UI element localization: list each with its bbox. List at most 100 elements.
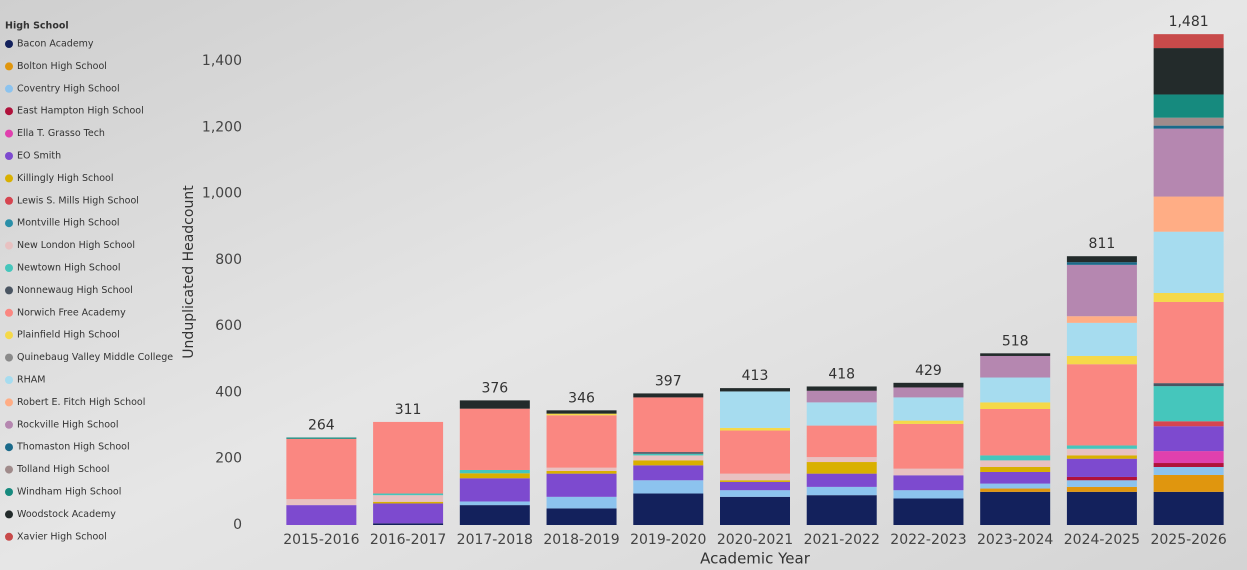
bar-segment	[720, 481, 790, 491]
legend-label: Quinebaug Valley Middle College	[17, 352, 173, 363]
bar-segment	[980, 455, 1051, 461]
bar-segment	[720, 430, 790, 474]
bar-segment	[806, 486, 877, 496]
bar-segment	[459, 400, 530, 409]
legend-swatch	[5, 488, 13, 496]
bar-segment	[633, 465, 704, 481]
bar-segment	[720, 496, 790, 525]
bar-segment	[633, 397, 704, 453]
bar-segment	[1153, 451, 1224, 464]
legend-swatch	[5, 532, 13, 541]
bar-segment	[1066, 486, 1137, 492]
legend-label: Killingly High School	[17, 173, 114, 184]
x-tick-label: 2015-2016	[283, 532, 359, 548]
bar-segment	[1153, 34, 1224, 49]
bar-segment	[1153, 426, 1224, 452]
bar-segment	[720, 490, 790, 497]
legend-label: EO Smith	[17, 151, 61, 162]
bar-segment	[1153, 231, 1224, 293]
legend-swatch	[5, 152, 13, 160]
bar-segment	[373, 503, 444, 524]
bar-segment	[893, 490, 964, 499]
bar-segment	[1066, 256, 1137, 263]
x-tick-label: 2024-2025	[1064, 532, 1140, 548]
bar-segment	[459, 469, 530, 474]
legend-label: Robert E. Fitch High School	[17, 397, 145, 408]
total-label: 418	[828, 366, 855, 382]
bar-segment	[806, 462, 877, 474]
y-tick-label: 800	[215, 252, 242, 268]
bar-segment	[1153, 128, 1224, 197]
total-label: 397	[655, 373, 682, 389]
bar-segment	[1066, 455, 1137, 459]
bar-segment	[806, 390, 877, 403]
bar-segment	[893, 382, 964, 388]
bar-segment	[633, 493, 704, 525]
legend-label: Bolton High School	[17, 61, 107, 72]
legend-label: Bacon Academy	[17, 39, 94, 50]
legend-swatch	[5, 107, 13, 116]
bar-segment	[980, 488, 1051, 492]
legend-label: New London High School	[17, 240, 135, 251]
legend-swatch	[5, 353, 13, 362]
bar-segment	[893, 475, 964, 491]
legend-swatch	[5, 196, 13, 205]
bar-segment	[1066, 364, 1137, 446]
legend-swatch	[5, 241, 13, 250]
legend-label: Thomaston High School	[16, 442, 130, 453]
bar-segment	[546, 470, 617, 474]
legend-swatch	[5, 331, 13, 340]
bar-segment	[893, 397, 964, 421]
bar-segment	[1153, 491, 1224, 525]
x-tick-label: 2025-2026	[1150, 532, 1226, 548]
bar-segment	[633, 480, 704, 494]
bar-segment	[1153, 196, 1224, 232]
legend-swatch	[5, 62, 13, 71]
bar-segment	[546, 410, 617, 414]
bar-segment	[546, 496, 617, 509]
y-tick-label: 1,400	[202, 53, 242, 69]
bar-segment	[980, 483, 1051, 489]
bar-segment	[720, 480, 790, 482]
bar-segment	[1153, 117, 1224, 126]
bar-segment	[459, 473, 530, 479]
legend-swatch	[5, 40, 13, 48]
bar-segment	[893, 468, 964, 476]
bar-segment	[893, 420, 964, 424]
bar-segment	[806, 457, 877, 463]
y-tick-label: 200	[215, 451, 242, 467]
bar-segment	[373, 495, 444, 502]
x-tick-label: 2022-2023	[890, 532, 966, 548]
total-label: 1,481	[1169, 14, 1209, 30]
legend-label: RHAM	[17, 375, 45, 386]
bar-segment	[1153, 301, 1224, 384]
legend-swatch	[5, 465, 13, 474]
bar-segment	[980, 491, 1051, 525]
bar-segment	[806, 386, 877, 391]
total-label: 413	[742, 368, 769, 384]
bar-segment	[1066, 322, 1137, 356]
bar-segment	[373, 523, 444, 525]
legend-label: Xavier High School	[17, 531, 107, 542]
bar-segment	[720, 391, 790, 428]
legend-title: High School	[5, 21, 69, 32]
total-label: 518	[1002, 333, 1029, 349]
legend-swatch	[5, 219, 13, 228]
bar-segment	[1066, 491, 1137, 525]
legend-swatch	[5, 174, 13, 183]
x-tick-label: 2018-2019	[543, 532, 619, 548]
bar-segment	[1153, 463, 1224, 467]
legend-swatch	[5, 376, 13, 384]
y-tick-label: 1,200	[202, 119, 242, 135]
bar-segment	[1066, 316, 1137, 323]
bar-segment	[980, 402, 1051, 409]
x-tick-label: 2020-2021	[717, 532, 793, 548]
bar-segment	[459, 478, 530, 502]
bar-segment	[1153, 48, 1224, 95]
bar-segment	[1066, 458, 1137, 477]
legend-label: Tolland High School	[16, 464, 110, 475]
bar-segment	[720, 427, 790, 431]
legend-swatch	[5, 420, 13, 429]
